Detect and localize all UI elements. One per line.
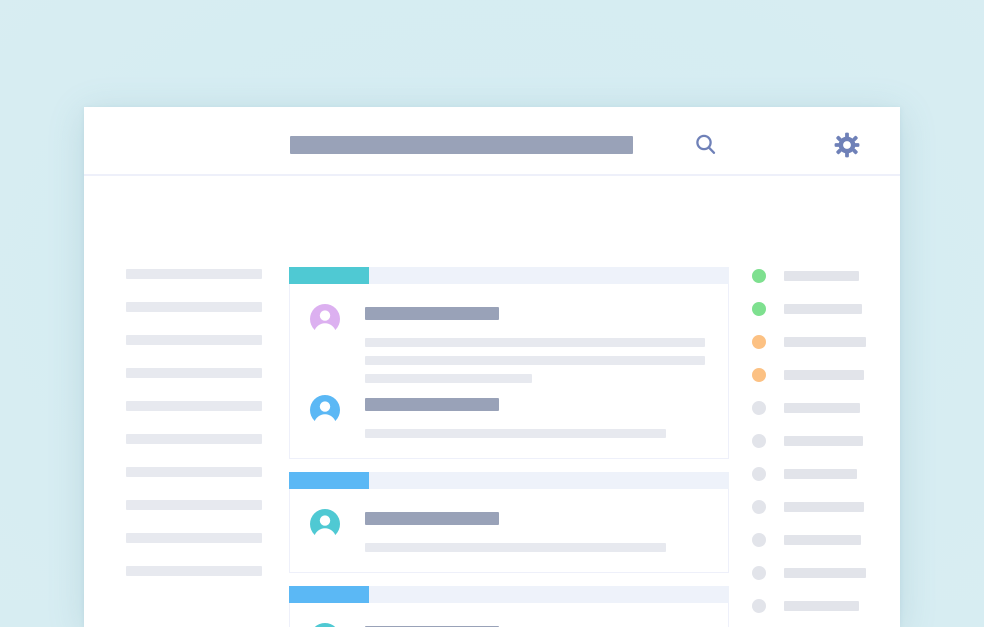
card-body [289,489,729,573]
contact-name [784,304,862,314]
status-dot-offline [752,500,766,514]
status-dot-offline [752,599,766,613]
message-card[interactable] [289,267,729,459]
status-dot-offline [752,401,766,415]
contact-name [784,601,859,611]
card-category-tab[interactable] [289,267,369,284]
sidebar-left [126,269,262,599]
sidebar-item-5[interactable] [126,434,262,444]
status-dot-offline [752,467,766,481]
avatar-teal [310,623,340,627]
sidebar-right [752,269,882,627]
contact-row[interactable] [752,434,882,448]
snippet-line [365,356,705,365]
status-dot-offline [752,566,766,580]
snippet-line [365,338,705,347]
card-category-tab[interactable] [289,472,369,489]
settings-button[interactable] [831,129,863,161]
message-card[interactable] [289,472,729,573]
contact-name [784,535,861,545]
contact-name [784,337,866,347]
status-dot-offline [752,533,766,547]
snippet-line [365,429,666,438]
message-row[interactable] [290,617,728,627]
sender-name [365,512,499,525]
message-snippet [365,543,712,552]
message-card[interactable] [289,586,729,627]
sidebar-item-7[interactable] [126,500,262,510]
contact-row[interactable] [752,500,882,514]
contact-name [784,403,860,413]
sender-name [365,398,499,411]
contact-name [784,370,864,380]
message-list [289,267,729,627]
snippet-line [365,543,666,552]
sidebar-item-9[interactable] [126,566,262,576]
message-content [365,395,712,438]
status-dot-online [752,269,766,283]
status-dot-online [752,302,766,316]
message-row[interactable] [290,503,728,558]
sidebar-item-1[interactable] [126,302,262,312]
contact-row[interactable] [752,467,882,481]
avatar-purple [310,304,340,334]
card-category-tab[interactable] [289,586,369,603]
contact-row[interactable] [752,302,882,316]
contact-name [784,502,864,512]
sidebar-item-3[interactable] [126,368,262,378]
card-header-strip [289,472,729,489]
sidebar-item-0[interactable] [126,269,262,279]
sender-name [365,307,499,320]
contact-name [784,271,859,281]
contact-name [784,469,857,479]
contact-row[interactable] [752,566,882,580]
snippet-line [365,374,532,383]
contact-row[interactable] [752,401,882,415]
contact-row[interactable] [752,533,882,547]
contact-row[interactable] [752,269,882,283]
message-snippet [365,338,712,383]
status-dot-away [752,368,766,382]
sidebar-item-4[interactable] [126,401,262,411]
card-header-strip [289,267,729,284]
message-row[interactable] [290,389,728,444]
message-content [365,304,712,383]
sidebar-item-8[interactable] [126,533,262,543]
card-header-strip [289,586,729,603]
status-dot-away [752,335,766,349]
contact-name [784,436,863,446]
sidebar-item-6[interactable] [126,467,262,477]
search-input[interactable] [290,136,633,154]
contact-row[interactable] [752,335,882,349]
message-content [365,623,712,627]
message-content [365,509,712,552]
card-body [289,284,729,459]
card-body [289,603,729,627]
status-dot-offline [752,434,766,448]
message-row[interactable] [290,298,728,389]
avatar-teal [310,509,340,539]
contact-row[interactable] [752,599,882,613]
sidebar-item-2[interactable] [126,335,262,345]
contact-row[interactable] [752,368,882,382]
search-icon [693,132,719,158]
avatar-blue [310,395,340,425]
contact-name [784,568,866,578]
message-snippet [365,429,712,438]
app-body [84,176,900,627]
gear-icon [834,132,860,158]
app-header [84,107,900,176]
search-button[interactable] [690,129,722,161]
app-window [84,107,900,627]
